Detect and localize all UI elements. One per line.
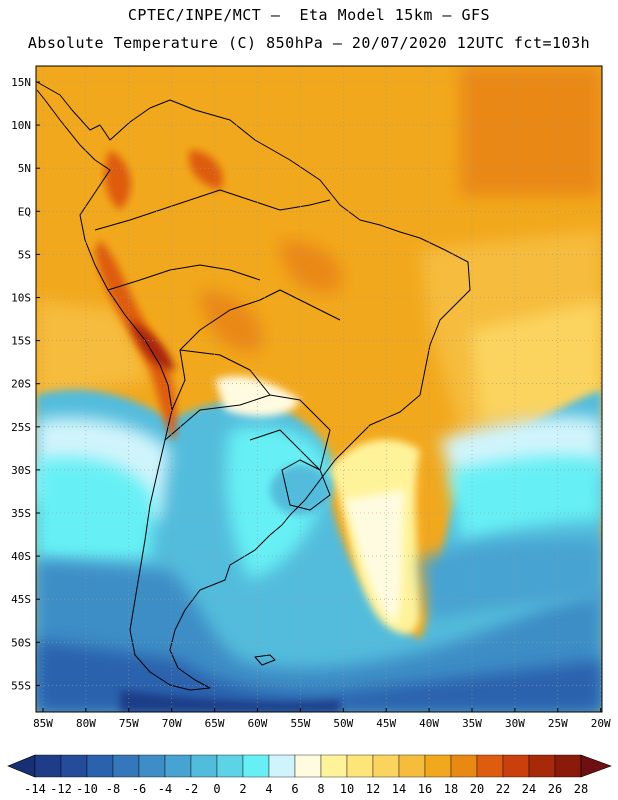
title-line-2: Absolute Temperature (C) 850hPa — 20/07/… bbox=[27, 34, 591, 52]
colorbar-label: 28 bbox=[574, 782, 588, 796]
lat-label: 20S bbox=[11, 378, 31, 391]
colorbar-swatch bbox=[398, 754, 426, 778]
lat-label: 40S bbox=[11, 550, 31, 563]
colorbar-label: 24 bbox=[522, 782, 536, 796]
colorbar-label: -6 bbox=[132, 782, 146, 796]
lat-label: 50S bbox=[11, 636, 31, 649]
lat-label: 5N bbox=[18, 162, 31, 175]
latitude-labels: 15N 10N 5N EQ 5S 10S 15S 20S 25S 30S 35S 40S 45S 50S 5… bbox=[11, 76, 40, 692]
colorbar-label: -10 bbox=[76, 782, 98, 796]
colorbar-label: -14 bbox=[24, 782, 46, 796]
lon-label: 80W bbox=[76, 717, 96, 730]
country-border bbox=[94, 189, 331, 231]
lat-label: EQ bbox=[18, 205, 31, 218]
colorbar-label: -8 bbox=[106, 782, 120, 796]
lon-label: 35W bbox=[462, 717, 482, 730]
falklands bbox=[254, 654, 276, 666]
colorbar-label: 18 bbox=[444, 782, 458, 796]
colorbar-over-triangle bbox=[580, 754, 612, 778]
colorbar-swatch bbox=[554, 754, 582, 778]
colorbar-label: -2 bbox=[184, 782, 198, 796]
lat-label: 15S bbox=[11, 335, 31, 348]
country-border bbox=[249, 429, 321, 471]
colorbar-label: 12 bbox=[366, 782, 380, 796]
colorbar-label: 8 bbox=[317, 782, 324, 796]
colorbar-label: 4 bbox=[265, 782, 272, 796]
lon-label: 20W bbox=[591, 717, 611, 730]
colorbar-swatch bbox=[320, 754, 348, 778]
colorbar-swatch bbox=[424, 754, 452, 778]
colorbar-swatch bbox=[190, 754, 218, 778]
coastline-borders bbox=[36, 81, 471, 691]
colorbar-label: -12 bbox=[50, 782, 72, 796]
colorbar-under-triangle bbox=[7, 754, 36, 778]
colorbar-swatch bbox=[502, 754, 530, 778]
lon-label: 50W bbox=[333, 717, 353, 730]
title-line-1: CPTEC/INPE/MCT — Eta Model 15km — GFS bbox=[127, 6, 491, 24]
lon-label: 75W bbox=[119, 717, 139, 730]
country-border bbox=[281, 459, 331, 511]
colorbar-swatch bbox=[450, 754, 478, 778]
colorbar-swatch bbox=[268, 754, 296, 778]
lat-label: 10N bbox=[11, 119, 31, 132]
colorbar-label: 6 bbox=[291, 782, 298, 796]
colorbar-label: 22 bbox=[496, 782, 510, 796]
colorbar-label: 26 bbox=[548, 782, 562, 796]
colorbar-swatch bbox=[294, 754, 322, 778]
colorbar-swatch bbox=[476, 754, 504, 778]
lon-label: 40W bbox=[419, 717, 439, 730]
colorbar-label: -4 bbox=[158, 782, 172, 796]
lon-label: 60W bbox=[248, 717, 268, 730]
lon-label: 55W bbox=[290, 717, 310, 730]
colorbar-swatch bbox=[164, 754, 192, 778]
colorbar-label: 14 bbox=[392, 782, 406, 796]
lat-label: 10S bbox=[11, 292, 31, 305]
lon-label: 85W bbox=[33, 717, 53, 730]
lat-label: 5S bbox=[18, 248, 31, 261]
lat-label: 25S bbox=[11, 421, 31, 434]
lat-label: 15N bbox=[11, 76, 31, 89]
lon-label: 25W bbox=[548, 717, 568, 730]
lon-label: 45W bbox=[376, 717, 396, 730]
colorbar-swatch bbox=[528, 754, 556, 778]
lon-label: 30W bbox=[505, 717, 525, 730]
colorbar-label: 16 bbox=[418, 782, 432, 796]
longitude-labels: 85W 80W 75W 70W 65W 60W 55W 50W 45W 40W 35W 30W 25W 2… bbox=[33, 708, 611, 730]
country-border bbox=[171, 289, 341, 411]
colorbar-swatch bbox=[86, 754, 114, 778]
country-border bbox=[107, 264, 261, 291]
lat-label: 55S bbox=[11, 679, 31, 692]
colorbar-label: 10 bbox=[340, 782, 354, 796]
colorbar-swatch bbox=[60, 754, 88, 778]
lat-label: 30S bbox=[11, 464, 31, 477]
colorbar-label: 0 bbox=[213, 782, 220, 796]
colorbar: -14 -12 -10 -8 -6 -4 -2 0 2 4 6 8 10 12 14 16 18 20 22 24 26… bbox=[7, 754, 612, 796]
colorbar-swatch bbox=[216, 754, 244, 778]
colorbar-label: 20 bbox=[470, 782, 484, 796]
colorbar-swatch bbox=[372, 754, 400, 778]
colorbar-swatch bbox=[112, 754, 140, 778]
lon-label: 65W bbox=[205, 717, 225, 730]
colorbar-swatch bbox=[34, 754, 62, 778]
colorbar-swatch bbox=[346, 754, 374, 778]
colorbar-swatch bbox=[242, 754, 270, 778]
lat-label: 35S bbox=[11, 507, 31, 520]
map-frame bbox=[35, 65, 603, 713]
south-america-coastline bbox=[36, 81, 471, 691]
lat-label: 45S bbox=[11, 593, 31, 606]
colorbar-label: 2 bbox=[239, 782, 246, 796]
temperature-field bbox=[36, 66, 602, 712]
colorbar-swatch bbox=[138, 754, 166, 778]
country-border bbox=[179, 349, 271, 396]
lon-label: 70W bbox=[162, 717, 182, 730]
